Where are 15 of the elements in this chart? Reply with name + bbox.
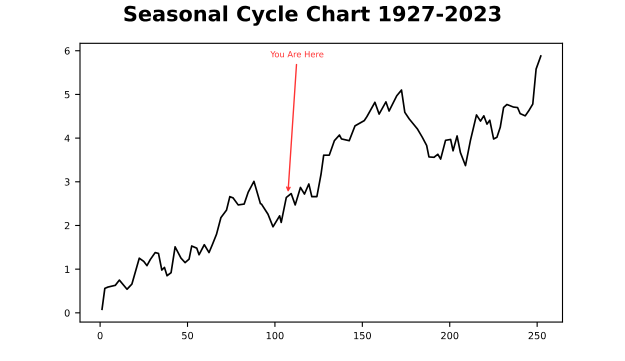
y-tick-label: 0 xyxy=(64,309,70,317)
x-tick-label: 200 xyxy=(441,332,458,340)
y-tick-label: 4 xyxy=(64,134,70,142)
y-tick-label: 1 xyxy=(65,266,70,273)
y-tick-label: 5 xyxy=(64,91,70,98)
x-tick-label: 0 xyxy=(98,332,103,340)
x-tick-label: 150 xyxy=(354,332,371,340)
y-tick-label: 6 xyxy=(64,47,70,55)
x-tick-label: 250 xyxy=(528,332,546,340)
x-tick-label: 100 xyxy=(266,332,284,340)
x-tick-label: 50 xyxy=(182,332,194,340)
chart-title: Seasonal Cycle Chart 1927-2023 xyxy=(124,5,500,26)
annotation: You Are Here xyxy=(270,51,324,58)
y-tick-label: 3 xyxy=(64,178,70,186)
y-tick-label: 2 xyxy=(64,222,70,230)
